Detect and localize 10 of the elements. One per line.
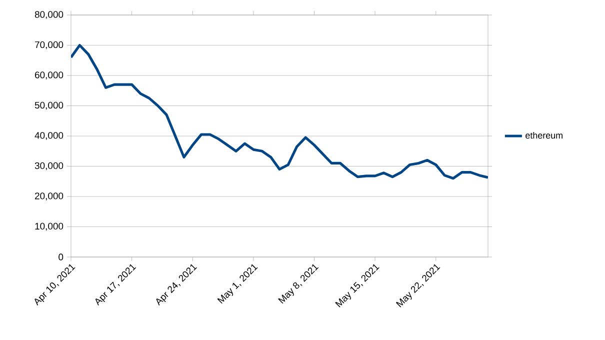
y-tick-label: 60,000	[35, 72, 64, 80]
y-tick-label: 50,000	[34, 102, 64, 110]
y-tick-label: 10,000	[35, 222, 64, 231]
y-tick-label: 80,000	[34, 11, 64, 19]
y-tick-label: 70,000	[35, 41, 64, 50]
y-tick-label: 40,000	[34, 132, 64, 140]
y-tick-label: 20,000	[35, 192, 64, 200]
y-tick-label: 30,000	[34, 162, 64, 170]
y-tick-label: 0	[58, 254, 64, 260]
legend-label: ethereum	[526, 132, 562, 139]
